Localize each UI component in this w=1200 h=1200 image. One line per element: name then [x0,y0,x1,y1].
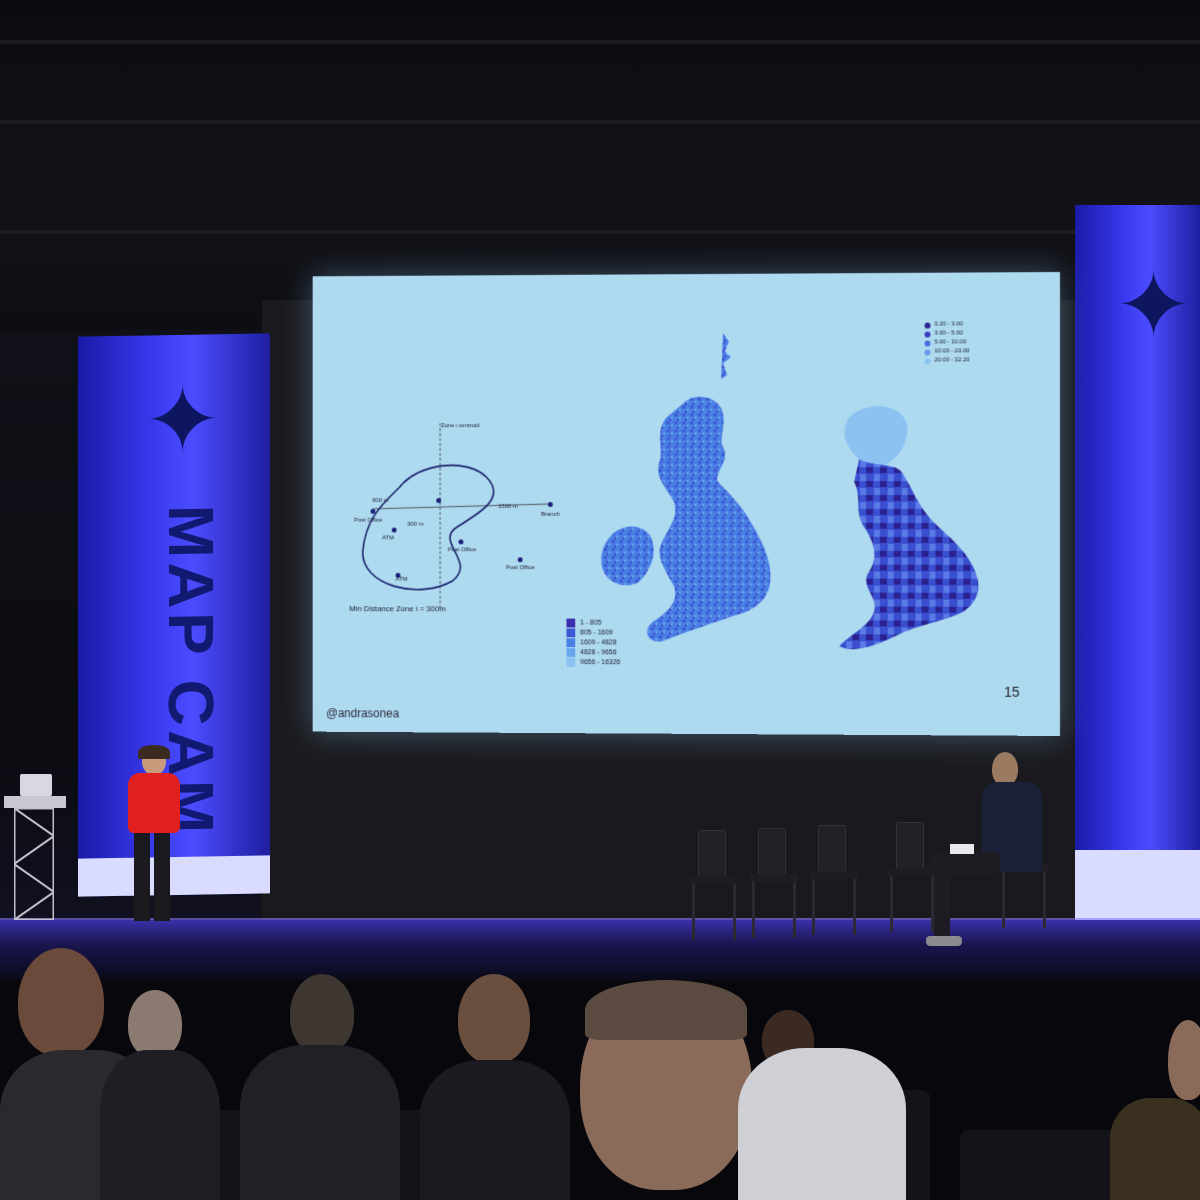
scotland-north-region [845,406,908,466]
laptop [20,774,52,796]
legend-label: 1 - 805 [580,620,601,627]
legend-label: 0.20 - 3.00 [934,321,963,327]
audience-head [18,948,104,1056]
compass-rose-icon: ✦ [144,374,221,467]
papers [950,844,974,854]
audience-hair [585,980,747,1040]
post-office-point [459,539,464,544]
compass-rose-icon: ✦ [1115,260,1192,352]
rigging-bar [0,120,1200,124]
zone-boundary [363,465,494,590]
atm-label: ATM [382,535,394,541]
lectern-top [4,796,66,808]
post-office-label: Post Office [448,547,476,553]
legend-label: 20.00 - 32.20 [934,357,969,363]
distance-line [372,504,548,509]
uk-map-left [596,333,792,661]
audience-head [458,974,530,1064]
legend-dot [925,323,931,329]
ireland-shape [601,527,653,586]
centroid-label: Zone i centroid [441,423,480,429]
legend-label: 4828 - 9656 [580,649,616,656]
legend-swatch [566,658,575,667]
zone-centroid [436,498,441,503]
slide-handle: @andrasonea [326,706,399,720]
post-office-label: Post Office [354,518,382,524]
great-britain-shape [647,396,770,642]
speaker-hair [138,745,170,759]
distance-label: 600 m [372,498,388,504]
speaker-red-jacket [128,773,180,833]
projection-screen: Zone i centroid 600 m 300 m 1500 m Branc… [313,272,1060,736]
seated-man [920,752,1050,952]
lectern [4,796,66,920]
diagram-caption: Min Distance Zone i = 300m [349,604,445,613]
seated-man-shin [934,864,950,938]
slide: Zone i centroid 600 m 300 m 1500 m Branc… [313,272,1060,736]
britain-main-region [839,459,978,650]
uk-map-right [825,397,1014,677]
post-office-point [518,557,523,562]
legend-swatch [566,648,575,657]
legend-label: 1609 - 4828 [580,639,616,646]
audience-body [420,1060,570,1200]
speaker-leg [134,833,150,921]
legend-dot [925,358,931,364]
post-office-label: Post Office [506,565,534,571]
audience-head [128,990,182,1058]
distance-label: 300 m [407,522,423,528]
rigging-bar [0,40,1200,44]
speaker-leg [154,833,170,921]
legend-swatch [566,628,575,637]
legend-dot [925,332,931,338]
post-office-point [370,509,375,514]
legend-label: 805 - 1609 [580,629,613,636]
banner-footer [1075,850,1200,920]
audience-body [1110,1098,1200,1200]
legend-label: 9656 - 16326 [580,659,620,666]
rigging-bar [0,230,1200,234]
legend-swatch [566,638,575,647]
audience-head [290,974,354,1054]
branch-point [548,502,553,507]
audience-head [1168,1020,1200,1100]
distance-diagram [342,403,633,720]
speaker-woman [118,745,188,927]
legend-label: 3.00 - 5.00 [934,330,963,336]
atm-point [392,528,397,533]
audience-body [100,1050,220,1200]
slide-page-number: 15 [1004,684,1020,700]
right-banner: ✦ [1075,205,1200,920]
atm-label: ATM [396,577,408,583]
legend-label: 5.00 - 10.00 [934,339,966,345]
seated-man-head [992,752,1018,786]
audience-body [240,1045,400,1200]
branch-label: Branch [541,512,560,518]
lectern-truss [14,808,54,920]
audience-body-white-shirt [738,1048,906,1200]
legend-dot [925,350,931,356]
legend-swatch [566,619,575,628]
legend-dot [925,341,931,347]
legend-label: 10.00 - 20.00 [934,348,969,354]
distance-label: 1500 m [498,504,517,510]
audience [0,940,1200,1200]
